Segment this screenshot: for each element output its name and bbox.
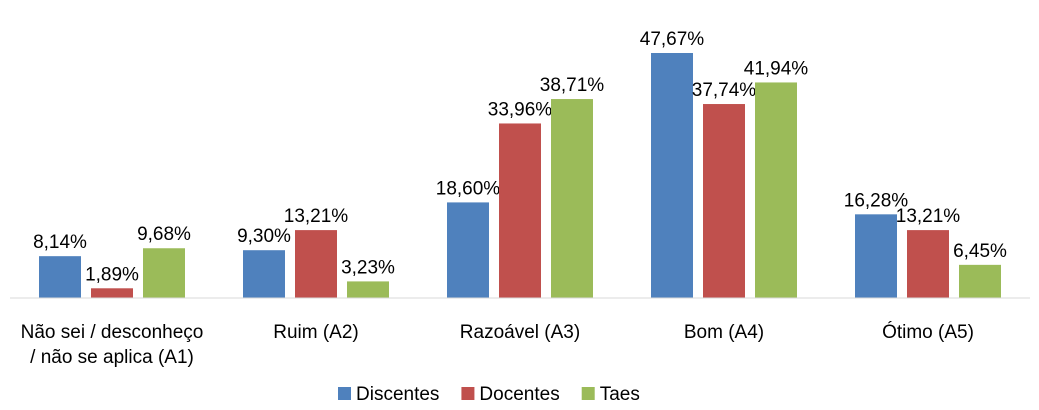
data-label: 13,21%: [896, 206, 961, 227]
legend-swatch: [581, 387, 595, 400]
legend-label: Docentes: [479, 384, 559, 405]
bar: [347, 281, 389, 298]
bar: [959, 264, 1001, 298]
bar: [551, 99, 593, 298]
bar: [907, 230, 949, 298]
x-tick-label: Bom (A4): [683, 322, 765, 343]
x-tick-label: Não sei / desconheço / não se aplica (A1…: [20, 322, 204, 368]
bar: [447, 202, 489, 298]
data-label: 33,96%: [488, 99, 553, 120]
x-tick-label: Ruim (A2): [273, 322, 359, 343]
bar: [295, 230, 337, 298]
legend-label: Taes: [600, 384, 640, 405]
bar: [143, 248, 185, 298]
bar: [703, 104, 745, 298]
bar: [755, 82, 797, 298]
data-label: 6,45%: [953, 241, 1007, 262]
data-label: 18,60%: [436, 178, 501, 199]
data-label: 13,21%: [284, 206, 349, 227]
data-label: 8,14%: [33, 232, 87, 253]
data-label: 38,71%: [540, 75, 605, 96]
data-label: 37,74%: [692, 80, 757, 101]
bar: [91, 288, 133, 298]
bar: [499, 123, 541, 298]
data-label: 9,30%: [237, 226, 291, 247]
legend-label: Discentes: [356, 384, 439, 405]
data-label: 9,68%: [137, 224, 191, 245]
data-label: 1,89%: [85, 264, 139, 285]
data-label: 3,23%: [341, 257, 395, 278]
data-label: 41,94%: [744, 58, 809, 79]
bar: [855, 214, 897, 298]
bar: [651, 53, 693, 298]
data-label: 16,28%: [844, 190, 909, 211]
data-label: 47,67%: [640, 29, 705, 50]
legend-swatch: [338, 387, 351, 400]
legend-swatch: [461, 387, 475, 400]
x-tick-label: Razoável (A3): [459, 322, 581, 343]
x-tick-label: Ótimo (A5): [882, 322, 974, 343]
bar: [39, 256, 81, 298]
bar: [243, 250, 285, 298]
